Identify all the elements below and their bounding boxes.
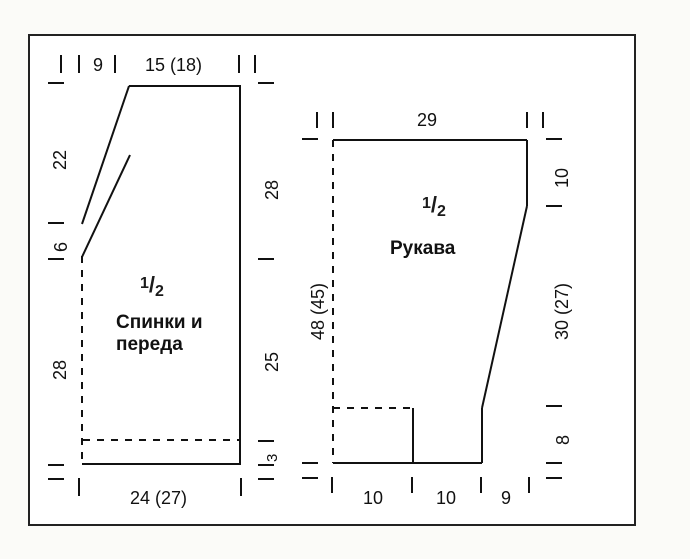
tick [114, 55, 116, 73]
tick [332, 112, 334, 128]
dim-sleeve-b2: 10 [436, 488, 456, 509]
body-title-1: Спинки и [116, 312, 203, 334]
dim-body-right-lower: 25 [262, 352, 283, 372]
dim-body-top-neck: 15 (18) [145, 55, 202, 76]
tick [302, 138, 318, 140]
body-bottom [82, 463, 241, 465]
dim-body-top-gap: 9 [93, 55, 103, 76]
dim-sleeve-r1: 10 [552, 168, 573, 188]
body-title-2: переда [116, 334, 183, 356]
sleeve-title: Рукава [390, 238, 455, 260]
tick [48, 222, 64, 224]
body-right [239, 85, 241, 465]
tick [258, 258, 274, 260]
body-top [129, 85, 241, 87]
tick [254, 55, 256, 73]
dim-sleeve-b3: 9 [501, 488, 511, 509]
tick [542, 112, 544, 128]
tick [78, 55, 80, 73]
tick [48, 478, 64, 480]
dim-body-left-mid: 6 [51, 242, 72, 252]
tick [546, 138, 562, 140]
dim-sleeve-b1: 10 [363, 488, 383, 509]
tick [258, 478, 274, 480]
tick [48, 82, 64, 84]
tick [302, 462, 318, 464]
tick [48, 464, 64, 466]
tick [546, 462, 562, 464]
body-half-label: 1/2 [140, 272, 164, 301]
tick [316, 112, 318, 128]
dim-body-left-lower: 28 [50, 360, 71, 380]
dim-sleeve-top: 29 [417, 110, 437, 131]
dim-body-bottom: 24 (27) [130, 488, 187, 509]
tick [302, 477, 318, 479]
dim-body-right-hem: 3 [264, 454, 281, 462]
dim-body-right-upper: 28 [262, 180, 283, 200]
tick [528, 477, 530, 493]
tick [48, 258, 64, 260]
tick [546, 405, 562, 407]
tick [331, 477, 333, 493]
tick [60, 55, 62, 73]
tick [480, 477, 482, 493]
tick [238, 55, 240, 73]
tick [258, 464, 274, 466]
tick [546, 205, 562, 207]
dim-sleeve-r2: 30 (27) [552, 283, 573, 340]
dim-sleeve-r3: 8 [553, 435, 574, 445]
tick [526, 112, 528, 128]
dim-body-left-upper: 22 [50, 150, 71, 170]
tick [546, 477, 562, 479]
tick [258, 82, 274, 84]
tick [258, 440, 274, 442]
tick [411, 477, 413, 493]
sleeve-half-label: 1/2 [422, 192, 446, 221]
outer-frame [28, 34, 636, 526]
tick [240, 478, 242, 496]
tick [78, 478, 80, 496]
diagram-canvas: 9 15 (18) 22 6 28 28 25 3 24 (27) 1/2 Сп… [0, 0, 690, 559]
dim-sleeve-left: 48 (45) [308, 283, 329, 340]
